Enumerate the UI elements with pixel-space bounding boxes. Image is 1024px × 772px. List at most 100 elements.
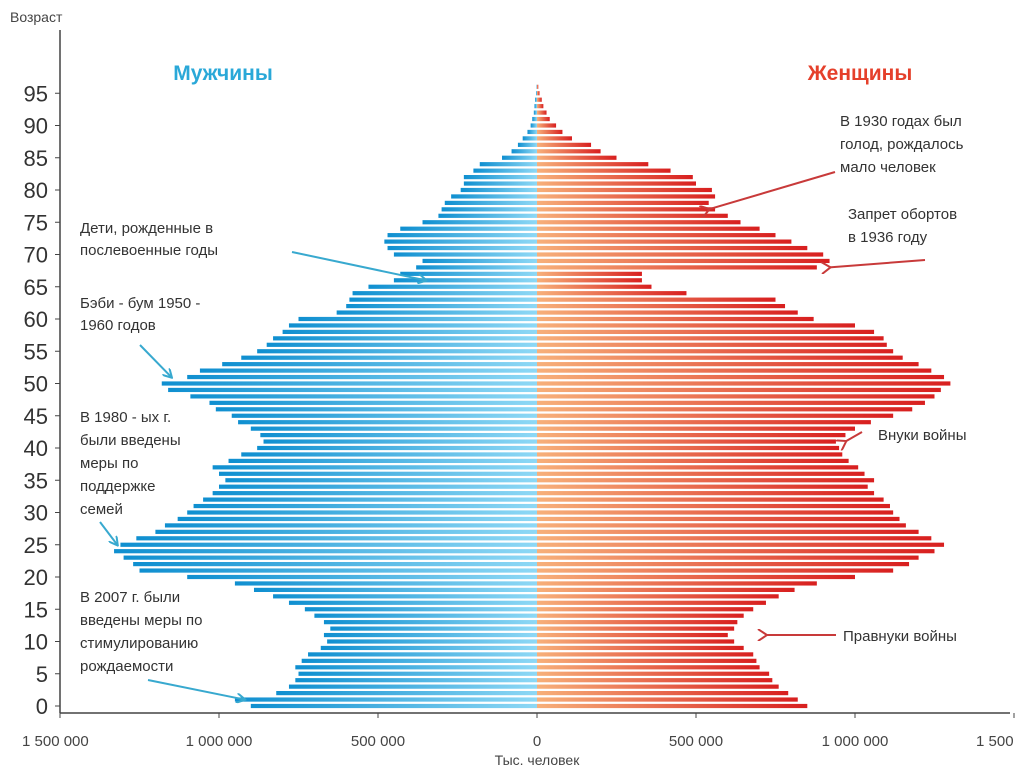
bar-women <box>537 356 903 360</box>
bar-men <box>235 581 537 585</box>
bar-women <box>537 272 642 276</box>
y-tick-label: 5 <box>36 662 48 687</box>
y-tick-label: 75 <box>24 210 48 235</box>
bar-women <box>537 201 709 205</box>
annotation-text-line: В 1980 - ых г. <box>80 409 171 426</box>
bar-men <box>194 504 537 508</box>
bar-women <box>537 188 712 192</box>
bar-men <box>203 498 537 502</box>
bar-women <box>537 704 807 708</box>
bar-men <box>213 491 537 495</box>
annotation-text-line: Внуки войны <box>878 427 966 444</box>
bar-men <box>187 575 537 579</box>
x-tick-label: 1 500 <box>976 733 1014 750</box>
bar-men <box>384 240 537 244</box>
bar-women <box>537 517 900 521</box>
bar-men <box>308 652 537 656</box>
bar-women <box>537 136 572 140</box>
bar-men <box>222 362 537 366</box>
bar-women <box>537 465 858 469</box>
bar-women <box>537 607 753 611</box>
bar-men <box>445 201 537 205</box>
y-tick-label: 40 <box>24 436 48 461</box>
bar-women <box>537 323 855 327</box>
bar-men <box>324 633 537 637</box>
bar-women <box>537 536 931 540</box>
bar-men <box>400 272 537 276</box>
y-tick-label: 70 <box>24 243 48 268</box>
bar-men <box>235 697 537 701</box>
bar-women <box>537 240 791 244</box>
bar-men <box>283 330 537 334</box>
bar-men <box>225 478 537 482</box>
bar-men <box>136 536 537 540</box>
bar-men <box>295 665 537 669</box>
bar-women <box>537 388 941 392</box>
bar-women <box>537 194 715 198</box>
bar-women <box>537 162 648 166</box>
bar-men <box>438 214 537 218</box>
bar-men <box>299 672 538 676</box>
bar-women <box>537 375 944 379</box>
bar-men <box>213 465 537 469</box>
bar-men <box>273 336 537 340</box>
bar-women <box>537 633 728 637</box>
bar-men <box>178 517 537 521</box>
bar-women <box>537 130 562 134</box>
bar-women <box>537 433 845 437</box>
bar-men <box>536 91 537 95</box>
bar-women <box>537 317 814 321</box>
bar-women <box>537 91 540 95</box>
bar-women <box>537 530 919 534</box>
bar-men <box>473 169 537 173</box>
bar-women <box>537 491 874 495</box>
bar-men <box>337 310 537 314</box>
bar-men <box>523 136 537 140</box>
annotation-text-line: Дети, рожденные в <box>80 220 213 237</box>
bar-women <box>537 639 734 643</box>
bar-women <box>537 478 874 482</box>
bar-men <box>330 627 537 631</box>
y-tick-label: 15 <box>24 597 48 622</box>
bar-men <box>187 510 537 514</box>
bar-men <box>209 401 537 405</box>
bar-men <box>264 439 537 443</box>
bar-men <box>299 317 538 321</box>
bar-men <box>168 388 537 392</box>
bar-men <box>394 252 537 256</box>
bar-women <box>537 220 741 224</box>
y-tick-label: 0 <box>36 694 48 719</box>
bar-women <box>537 330 874 334</box>
bar-men <box>219 472 537 476</box>
bar-men <box>464 181 537 185</box>
bar-men <box>200 369 537 373</box>
bar-women <box>537 175 693 179</box>
y-tick-label: 90 <box>24 114 48 139</box>
y-tick-label: 50 <box>24 372 48 397</box>
bar-men <box>535 98 537 102</box>
bar-men <box>140 568 538 572</box>
bar-men <box>241 452 537 456</box>
bar-women <box>537 594 779 598</box>
bar-women <box>537 181 696 185</box>
bar-women <box>537 678 772 682</box>
bar-women <box>537 156 617 160</box>
bar-women <box>537 343 887 347</box>
bar-women <box>537 227 760 231</box>
bar-women <box>537 104 543 108</box>
bar-women <box>537 575 855 579</box>
y-tick-label: 60 <box>24 307 48 332</box>
annotation-men: Бэби - бум 1950 -1960 годов <box>80 295 200 377</box>
bars-layer <box>114 85 950 708</box>
bar-men <box>527 130 537 134</box>
bar-women <box>537 246 807 250</box>
bar-women <box>537 646 744 650</box>
bar-men <box>219 485 537 489</box>
y-tick-label: 85 <box>24 146 48 171</box>
bar-men <box>388 246 537 250</box>
bar-men <box>534 104 537 108</box>
bar-women <box>537 510 893 514</box>
bar-women <box>537 123 556 127</box>
bar-women <box>537 427 855 431</box>
